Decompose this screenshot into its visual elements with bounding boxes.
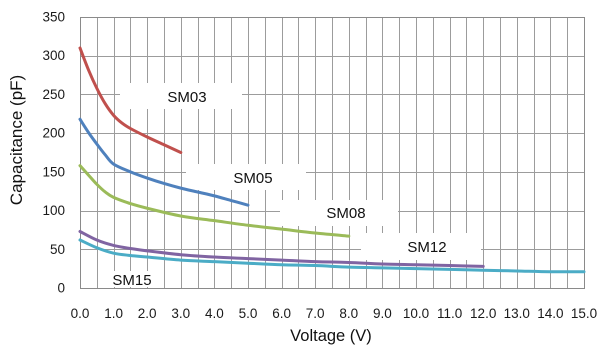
x-tick-label: 5.0 — [239, 306, 258, 321]
grid — [80, 17, 585, 289]
series-label-box-sm08 — [280, 200, 398, 226]
y-tick-label: 250 — [42, 87, 65, 102]
x-tick-label: 12.0 — [470, 306, 496, 321]
series-label-box-sm15 — [104, 271, 162, 287]
y-tick-label: 0 — [57, 281, 65, 296]
series-label-sm08: SM08 — [326, 205, 365, 222]
x-tick-label: 0.0 — [71, 306, 90, 321]
series-label-box-sm03 — [120, 83, 242, 109]
x-axis-title: Voltage (V) — [290, 327, 372, 345]
series-label-sm03: SM03 — [167, 89, 206, 106]
series-label-sm12: SM12 — [407, 239, 446, 256]
series-line-sm05 — [78, 117, 250, 207]
y-tick-label: 350 — [42, 10, 65, 25]
x-tick-label: 15.0 — [571, 306, 597, 321]
x-tick-label: 8.0 — [339, 306, 358, 321]
series-line-sm15 — [78, 238, 586, 274]
plot-area-border — [80, 17, 585, 289]
x-tick-label: 4.0 — [205, 306, 224, 321]
y-tick-label: 200 — [42, 126, 65, 141]
series-label-box-sm05 — [186, 164, 306, 190]
series-line-sm08 — [78, 164, 351, 238]
x-tick-label: 9.0 — [373, 306, 392, 321]
x-tick-label: 13.0 — [504, 306, 530, 321]
x-tick-label: 11.0 — [437, 306, 462, 321]
y-tick-label: 100 — [42, 203, 65, 218]
series-line-sm12 — [78, 229, 485, 268]
x-axis-ticks: 0.0 1.0 2.0 3.0 4.0 5.0 6.0 7.0 8.0 9.0 10.0 11.0 12… — [71, 306, 598, 321]
y-axis-ticks: 0 50 100 150 200 250 300 350 — [42, 10, 65, 296]
x-tick-label: 1.0 — [104, 306, 123, 321]
x-tick-label: 14.0 — [537, 306, 563, 321]
series-line-sm03 — [78, 46, 183, 154]
series-labels: SM03 SM05 SM08 SM12 SM15 — [112, 89, 446, 289]
x-tick-label: 7.0 — [306, 306, 325, 321]
series-label-sm15: SM15 — [112, 272, 151, 289]
y-axis-title: Capacitance (pF) — [7, 75, 26, 205]
series-label-box-sm12 — [361, 233, 481, 260]
series-label-boxes — [104, 83, 481, 287]
series-lines — [78, 46, 586, 274]
x-tick-label: 10.0 — [403, 306, 429, 321]
x-tick-label: 6.0 — [272, 306, 291, 321]
y-tick-label: 300 — [42, 48, 65, 63]
x-tick-label: 2.0 — [138, 306, 157, 321]
series-label-sm05: SM05 — [233, 170, 272, 187]
y-tick-label: 150 — [42, 164, 65, 179]
y-tick-label: 50 — [50, 242, 65, 257]
x-tick-label: 3.0 — [171, 306, 190, 321]
